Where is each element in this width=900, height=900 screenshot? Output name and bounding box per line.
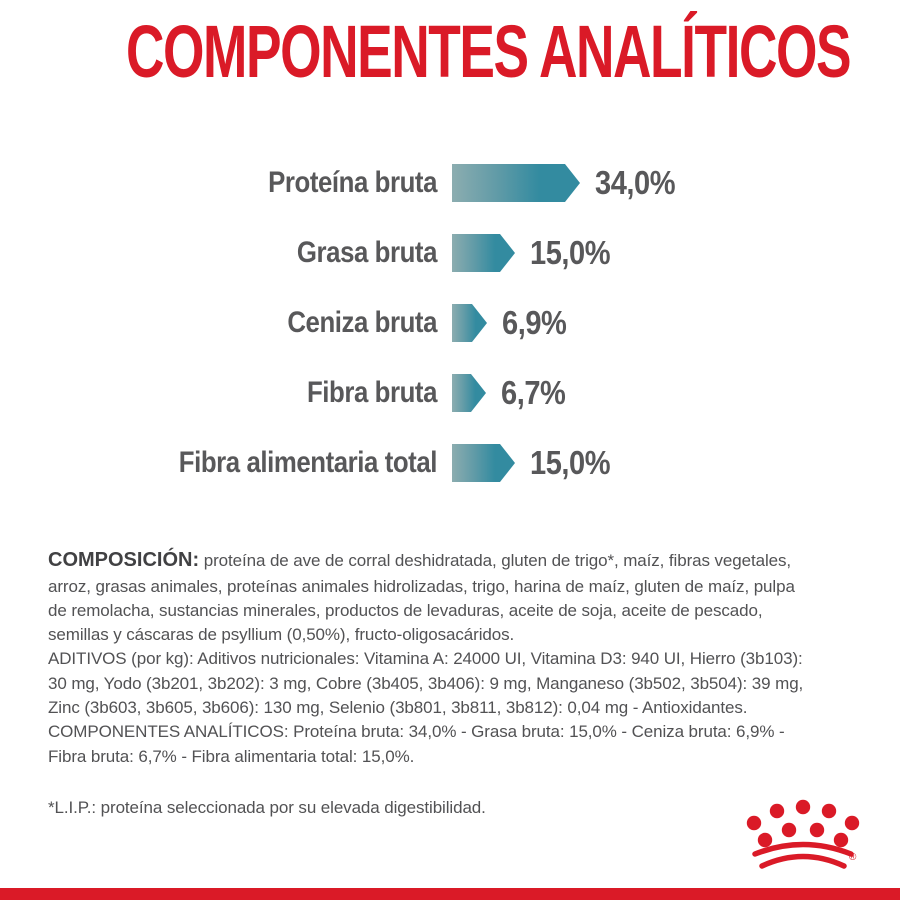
chart-row: Fibra alimentaria total 15,0% — [112, 444, 686, 482]
chart-bar — [452, 164, 580, 202]
chart-bar — [452, 304, 487, 342]
chart-value-label: 15,0% — [530, 234, 611, 271]
chart-row: Ceniza bruta 6,9% — [112, 304, 686, 342]
chart-value-label: 6,7% — [501, 374, 566, 411]
chart-category-label: Grasa bruta — [296, 236, 438, 269]
chart-bar — [452, 444, 515, 482]
additives-paragraph: ADITIVOS (por kg): Aditivos nutricionale… — [48, 649, 804, 718]
lip-footnote: *L.I.P.: proteína seleccionada por su el… — [48, 797, 486, 817]
analytical-components-chart: Proteína bruta 34,0% Grasa bruta 15,0% C… — [112, 164, 686, 482]
info-text-block: COMPOSICIÓN: proteína de ave de corral d… — [48, 546, 814, 820]
chart-row: Grasa bruta 15,0% — [112, 234, 686, 272]
registered-trademark-mark: ® — [849, 852, 857, 863]
chart-value-label: 34,0% — [595, 164, 676, 201]
bottom-red-bar — [0, 888, 900, 900]
chart-row: Fibra bruta 6,7% — [112, 374, 686, 412]
chart-value-label: 15,0% — [530, 444, 611, 481]
analytical-components-paragraph: COMPONENTES ANALÍTICOS: Proteína bruta: … — [48, 722, 785, 766]
chart-bar — [452, 234, 515, 272]
composition-paragraph: COMPOSICIÓN: proteína de ave de corral d… — [48, 546, 814, 647]
page-title: COMPONENTES ANALÍTICOS — [126, 10, 852, 93]
composition-heading: COMPOSICIÓN: — [48, 549, 200, 571]
chart-bar — [452, 374, 486, 412]
royal-canin-crown-icon — [746, 799, 860, 869]
chart-value-label: 6,9% — [502, 304, 567, 341]
chart-category-label: Fibra alimentaria total — [178, 446, 438, 479]
chart-row: Proteína bruta 34,0% — [112, 164, 686, 202]
chart-category-label: Proteína bruta — [268, 166, 437, 199]
composition-text: proteína de ave de corral deshidratada, … — [48, 551, 795, 645]
chart-category-label: Fibra bruta — [306, 376, 437, 409]
chart-category-label: Ceniza bruta — [287, 306, 437, 339]
